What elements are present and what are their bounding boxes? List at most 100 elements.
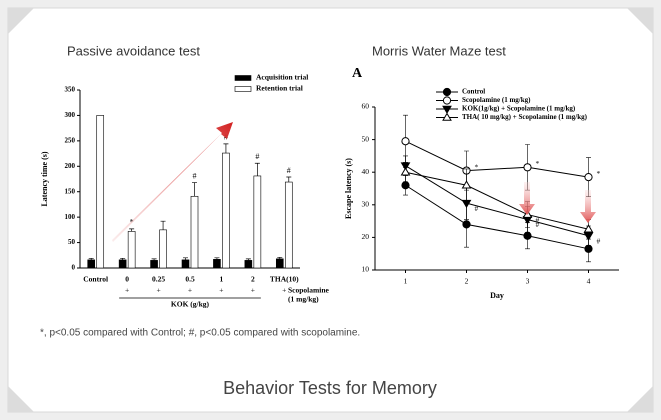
bar	[213, 259, 221, 269]
error-bar	[160, 220, 166, 230]
legend-marker	[442, 87, 452, 97]
y-tick-label: 40	[362, 167, 370, 176]
significance-mark: #	[475, 204, 479, 213]
legend-marker	[442, 112, 452, 121]
down-arrow	[519, 182, 535, 215]
treatment-mark: +	[125, 286, 129, 295]
y-tick-label: 30	[362, 200, 370, 209]
significance-mark: *	[475, 162, 479, 171]
y-tick-label: 20	[362, 232, 370, 241]
significance-mark: #	[193, 171, 197, 180]
down-arrow	[580, 190, 596, 223]
y-tick-label: 50	[362, 134, 370, 143]
series-line	[405, 165, 589, 237]
significance-mark: #	[255, 152, 259, 161]
bar	[244, 260, 253, 269]
caption: Behavior Tests for Memory	[223, 378, 437, 398]
y-tick-label: 350	[65, 86, 76, 94]
y-tick-label: 250	[65, 136, 76, 144]
error-bar	[129, 228, 135, 232]
significance-mark: #	[287, 166, 291, 175]
legend-label: Acquisition trial	[256, 73, 308, 82]
y-tick-label: 0	[72, 264, 76, 272]
significance-mark: #	[536, 220, 540, 229]
significance-mark: *	[597, 169, 601, 178]
legend-label: Retention trial	[256, 84, 303, 93]
error-bar	[254, 162, 260, 176]
footnote: *, p<0.05 compared with Control; #, p<0.…	[40, 328, 360, 339]
treatment-mark: +	[282, 286, 286, 295]
chart-title: Passive avoidance test	[67, 43, 200, 58]
x-tick-label: 2	[251, 275, 255, 284]
legend-marker	[442, 96, 452, 105]
trend-arrow	[112, 122, 233, 242]
x-tick-label: 0.5	[185, 275, 195, 284]
chart-title: Morris Water Maze test	[372, 43, 506, 58]
x-tick-label: 1	[404, 277, 408, 286]
bar	[181, 259, 190, 269]
series-line	[405, 184, 589, 250]
bar	[284, 181, 293, 269]
point	[401, 181, 410, 190]
bar	[87, 259, 96, 269]
series-line	[405, 140, 589, 178]
treatment-label: Scopolamine	[288, 286, 330, 295]
bar	[253, 175, 262, 269]
error-bar	[151, 258, 157, 261]
error-bar	[277, 256, 283, 259]
significance-mark: #	[536, 215, 540, 224]
x-tick-label: Control	[83, 275, 108, 284]
arrows	[112, 122, 596, 242]
legend-swatch	[234, 86, 252, 92]
y-axis-label: Escape latency (s)	[344, 158, 353, 219]
treatment-mark: +	[156, 286, 160, 295]
significance-mark: *	[536, 159, 540, 168]
error-bar	[120, 257, 126, 260]
treatment-mark: +	[251, 286, 255, 295]
error-bar	[286, 176, 292, 183]
bar	[118, 259, 127, 269]
bar	[150, 260, 158, 269]
legend-label: Scopolamine (1 mg/kg)	[462, 96, 531, 104]
x-tick-label: 2	[465, 277, 469, 286]
series-line	[405, 171, 589, 230]
legend-swatch	[234, 75, 252, 81]
significance-mark: #	[597, 236, 601, 245]
bar	[159, 229, 167, 269]
x-tick-label: 0	[125, 275, 129, 284]
x-tick-label: THA(10)	[270, 275, 299, 284]
error-bar	[88, 257, 94, 260]
y-tick-label: 100	[65, 213, 76, 221]
bar	[127, 231, 136, 269]
y-tick-label: 50	[68, 238, 76, 246]
x-tick-label: 1	[220, 275, 224, 284]
point	[461, 180, 472, 189]
x-tick-label: 3	[526, 277, 530, 286]
legend-label: THA( 10 mg/kg) + Scopolamine (1 mg/kg)	[462, 113, 588, 121]
point	[584, 244, 593, 253]
point	[462, 220, 471, 229]
error-bar	[192, 182, 197, 197]
point	[584, 172, 593, 182]
panel-label: A	[352, 66, 363, 81]
point	[523, 231, 532, 240]
x-axis-label: Day	[490, 291, 504, 300]
y-axis-label: Latency time (s)	[40, 151, 49, 206]
y-tick-label: 200	[65, 162, 76, 170]
point	[583, 224, 594, 233]
point	[400, 167, 411, 176]
card	[7, 7, 654, 413]
y-tick-label: 10	[362, 265, 370, 274]
point	[401, 137, 410, 146]
x-tick-label: 4	[587, 277, 591, 286]
treatment-mark: +	[188, 286, 192, 295]
error-bar	[183, 257, 188, 260]
bar	[222, 152, 230, 269]
group-label: KOK (g/kg)	[171, 300, 210, 309]
x-tick-label: 0.25	[152, 275, 165, 284]
treatment-label: (1 mg/kg)	[288, 295, 319, 304]
error-bar	[223, 143, 229, 154]
legend-marker	[442, 105, 452, 114]
